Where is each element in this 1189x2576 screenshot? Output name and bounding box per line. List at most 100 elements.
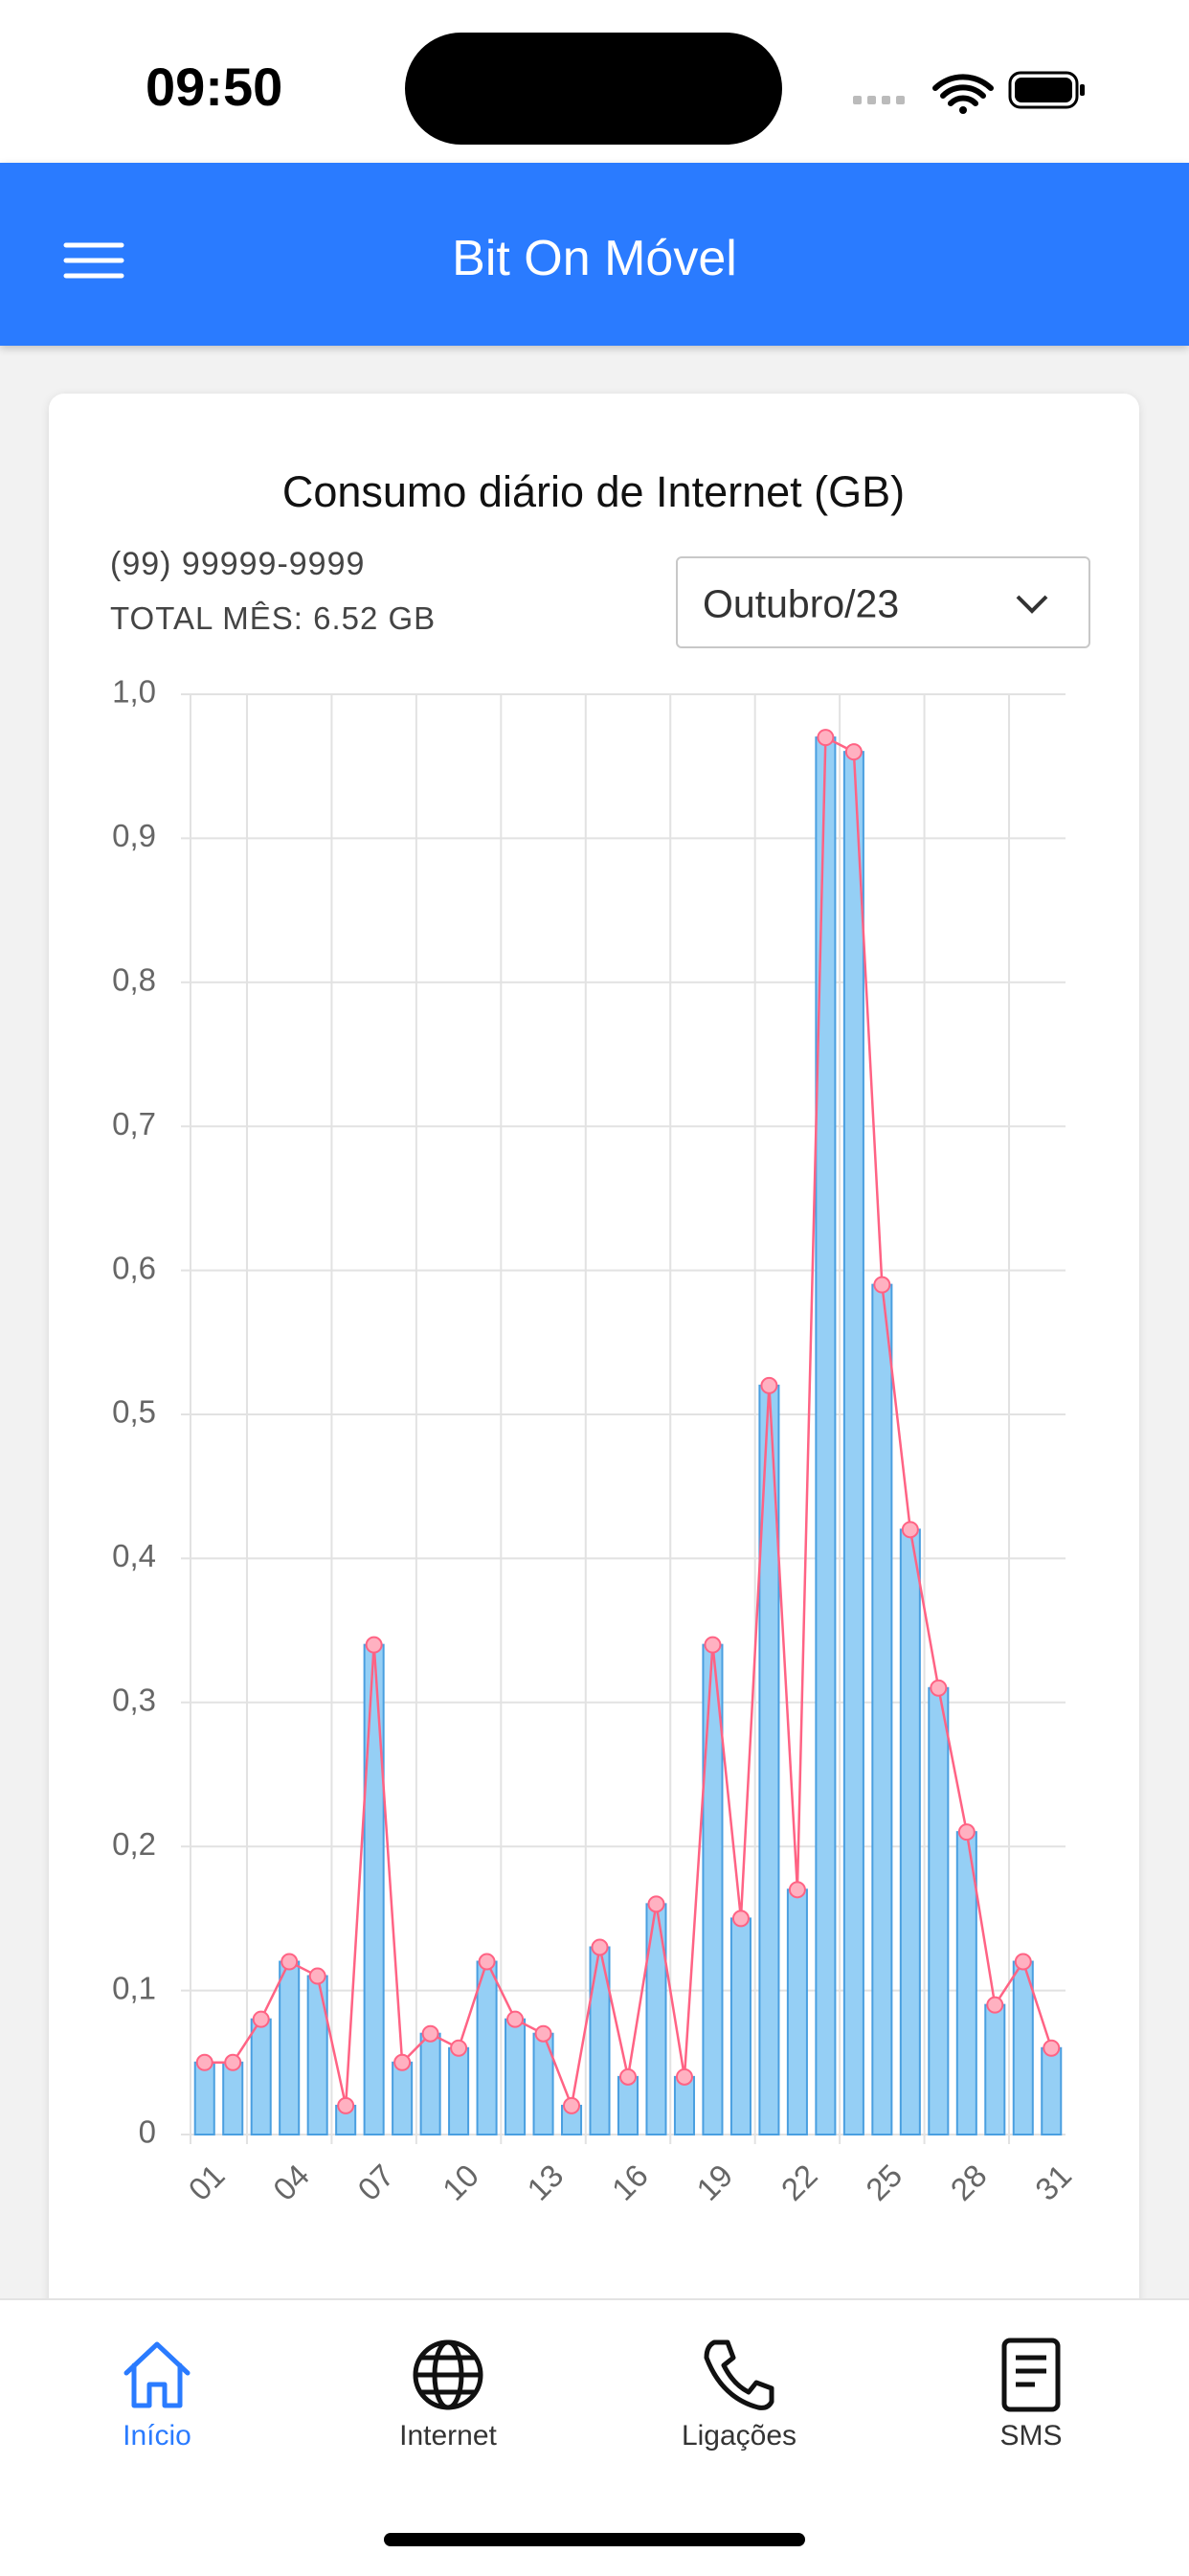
bar — [448, 2046, 470, 2136]
x-tick-label: 28 — [944, 2158, 994, 2207]
status-time: 09:50 — [146, 56, 283, 117]
point — [280, 1953, 299, 1971]
point — [957, 1823, 976, 1842]
point — [252, 2010, 270, 2028]
y-tick-label: 0,2 — [112, 1826, 156, 1862]
nav-icon-sms[interactable] — [993, 2337, 1069, 2413]
app-title: Bit On Móvel — [452, 231, 737, 286]
x-tick-label: 10 — [436, 2158, 485, 2207]
point — [901, 1521, 919, 1539]
x-tick-label: 22 — [774, 2158, 824, 2207]
point — [1014, 1953, 1032, 1971]
month-total: TOTAL MÊS: 6.52 GB — [110, 600, 437, 636]
point — [986, 1996, 1004, 2014]
bar — [250, 2018, 272, 2136]
point — [591, 1938, 609, 1956]
nav-label[interactable]: Internet — [399, 2420, 497, 2452]
bar — [673, 2075, 695, 2135]
point — [393, 2053, 412, 2071]
bar — [279, 1960, 301, 2136]
point — [817, 729, 835, 747]
bar — [476, 1960, 498, 2136]
nav-label[interactable]: Ligações — [681, 2420, 797, 2452]
bar — [505, 2018, 527, 2136]
home-indicator — [384, 2533, 805, 2546]
chevron-down — [1016, 595, 1048, 614]
month-select[interactable]: Outubro/23 — [676, 556, 1090, 648]
nav-label[interactable]: Início — [123, 2420, 191, 2452]
y-tick-label: 0,1 — [112, 1970, 156, 2005]
bar — [815, 736, 837, 2135]
y-tick-label: 0,7 — [112, 1106, 156, 1141]
point — [195, 2053, 213, 2071]
y-tick-label: 0 — [139, 2114, 156, 2150]
y-tick-label: 0,3 — [112, 1683, 156, 1718]
point — [675, 2068, 693, 2086]
y-tick-label: 0,5 — [112, 1394, 156, 1430]
y-tick-label: 0,8 — [112, 962, 156, 998]
app-bar: Bit On Móvel — [0, 163, 1189, 346]
bar — [419, 2032, 441, 2135]
bar — [617, 2075, 639, 2135]
nav-icon-internet[interactable] — [410, 2337, 486, 2413]
y-tick-label: 0,4 — [112, 1538, 156, 1573]
point — [930, 1679, 948, 1697]
bar — [899, 1528, 921, 2135]
y-tick-label: 0,6 — [112, 1250, 156, 1285]
dynamic-island — [405, 33, 782, 145]
bar — [786, 1888, 808, 2135]
nav-label[interactable]: SMS — [999, 2420, 1063, 2452]
bar — [222, 2061, 244, 2136]
point — [619, 2068, 637, 2086]
point — [224, 2053, 242, 2071]
point — [563, 2096, 581, 2114]
point — [760, 1376, 778, 1394]
y-tick-label: 1,0 — [112, 674, 156, 710]
bar — [306, 1975, 328, 2136]
point — [873, 1276, 891, 1294]
point — [365, 1636, 383, 1654]
x-tick-label: 31 — [1028, 2158, 1078, 2207]
point — [1043, 2039, 1061, 2057]
y-tick-label: 0,9 — [112, 818, 156, 853]
x-tick-label: 19 — [689, 2158, 739, 2207]
chart: Consumo diário de Internet (GB) 0 0,1 0,2 0… — [112, 467, 1078, 2207]
point — [308, 1967, 326, 1985]
x-tick-label: 16 — [605, 2158, 655, 2207]
bar — [928, 1686, 950, 2135]
point — [704, 1636, 722, 1654]
bar — [392, 2061, 414, 2136]
x-tick-label: 25 — [859, 2158, 909, 2207]
point — [731, 1909, 750, 1928]
bar — [193, 2061, 215, 2136]
point — [337, 2096, 355, 2114]
point — [788, 1881, 806, 1899]
phone-number: (99) 99999-9999 — [110, 546, 366, 582]
status-icons — [853, 71, 1085, 114]
point — [506, 2010, 525, 2028]
x-tick-label: 04 — [266, 2158, 316, 2207]
point — [647, 1895, 665, 1913]
x-tick-label: 01 — [182, 2158, 232, 2207]
bar — [363, 1643, 385, 2135]
point — [844, 743, 863, 761]
point — [478, 1953, 496, 1971]
menu-button[interactable] — [63, 241, 124, 280]
nav-icon-home[interactable] — [119, 2337, 195, 2413]
point — [534, 2024, 552, 2043]
chart-title: Consumo diário de Internet (GB) — [282, 467, 905, 516]
month-select-value: Outubro/23 — [703, 581, 900, 626]
bottom-nav: Início Internet Ligações SMS — [0, 2298, 1189, 2576]
bar — [984, 2003, 1006, 2136]
point — [421, 2024, 439, 2043]
bar — [1041, 2046, 1063, 2136]
status-bar: 09:50 — [0, 0, 1189, 164]
bar — [842, 751, 864, 2135]
x-tick-label: 13 — [520, 2158, 570, 2207]
nav-icon-calls[interactable] — [701, 2337, 777, 2413]
bar — [871, 1283, 893, 2135]
x-tick-label: 07 — [350, 2158, 400, 2207]
bar — [729, 1917, 752, 2136]
bar — [1012, 1960, 1034, 2136]
